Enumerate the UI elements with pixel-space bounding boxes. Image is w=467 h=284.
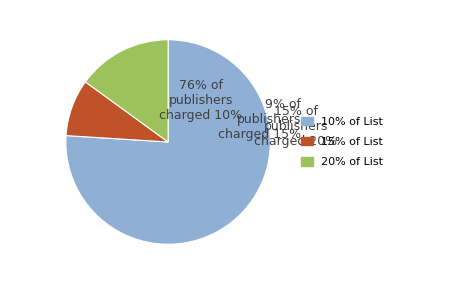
Wedge shape xyxy=(66,40,270,244)
Text: 76% of
publishers
charged 10%: 76% of publishers charged 10% xyxy=(159,79,242,122)
Wedge shape xyxy=(85,40,168,142)
Text: 9% of
publishers
charged 15%: 9% of publishers charged 15% xyxy=(218,98,301,141)
Wedge shape xyxy=(66,82,168,142)
Text: 15% of
publishers
charged 20%: 15% of publishers charged 20% xyxy=(254,105,337,148)
Legend: 10% of List, 15% of List, 20% of List: 10% of List, 15% of List, 20% of List xyxy=(302,117,383,167)
